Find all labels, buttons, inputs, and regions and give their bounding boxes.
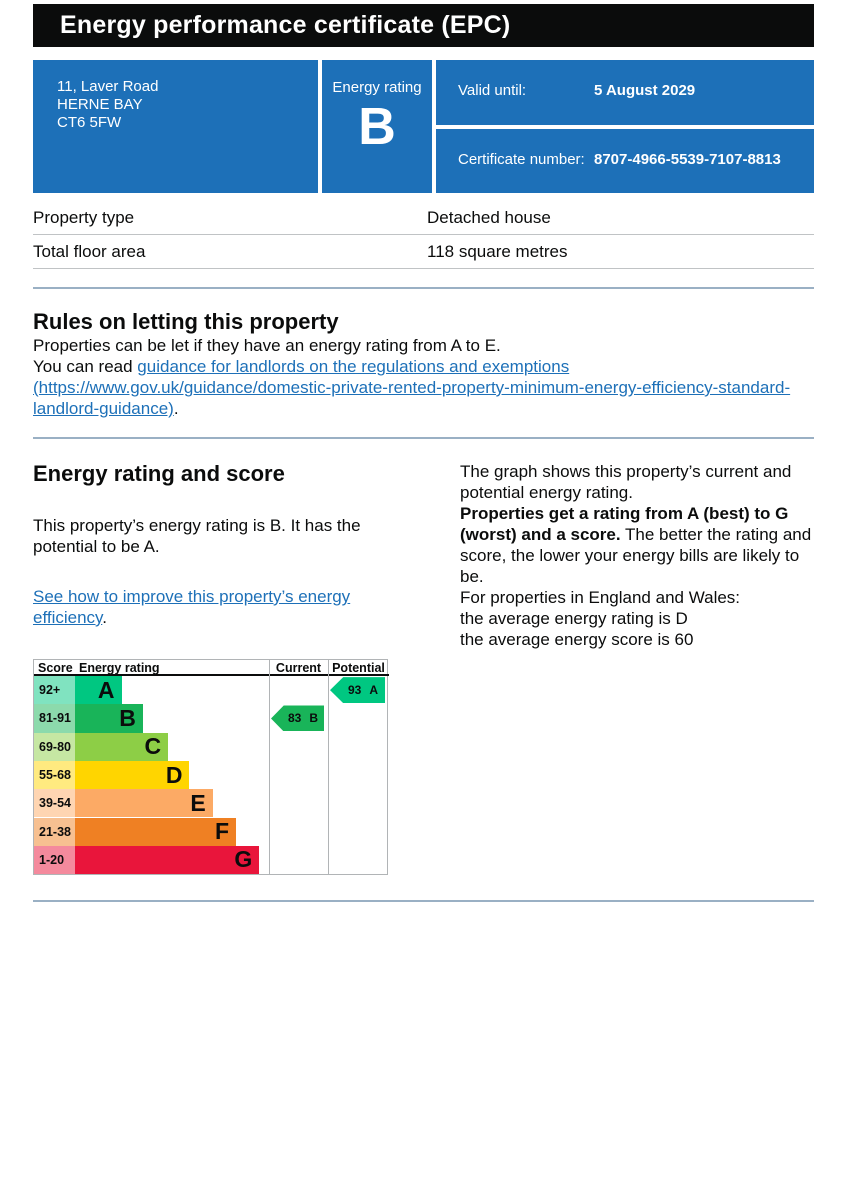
chart-header-potential: Potential [328,660,389,676]
rating-heading: Energy rating and score [33,461,285,486]
certificate-number-label: Certificate number: [458,150,585,168]
property-facts-table: Property type Detached house Total floor… [33,201,814,269]
band-bar-d: D [75,760,190,790]
landlord-guidance-link[interactable]: guidance for landlords on the regulation… [33,357,791,418]
chart-column-divider [269,660,270,874]
chart-header-rating: Energy rating [75,660,269,676]
floor-area-label: Total floor area [33,242,146,261]
address-line-1: 11, Laver Road [57,78,159,95]
band-bar-c: C [75,732,169,761]
guidance-prefix: You can read [33,357,138,376]
valid-until-value: 5 August 2029 [594,82,696,99]
valid-until-label: Valid until: [458,82,527,99]
certificate-number-value: 8707-4966-5539-7107-8813 [594,150,781,168]
section-divider [33,900,814,902]
band-score-g: 1-20 [34,845,75,875]
band-bar-f: F [75,817,237,846]
valid-until-row: Valid until: 5 August 2029 [436,60,814,125]
average-rating-line: the average energy rating is D [460,609,688,628]
band-score-b: 81-91 [34,704,75,733]
rules-section: Rules on letting this property Propertie… [33,309,814,419]
summary-panel: 11, Laver Road HERNE BAY CT6 5FW Energy … [33,60,814,193]
certificate-meta-panel: Valid until: 5 August 2029 Certificate n… [436,60,814,193]
table-row-floor-area: Total floor area 118 square metres [33,235,814,269]
energy-rating-section: Energy rating and score This property’s … [33,461,814,875]
rating-explanation-rest: The better the rating and score, the low… [460,525,812,586]
chart-header-current: Current [269,660,328,676]
band-score-d: 55-68 [34,760,75,790]
band-score-f: 21-38 [34,817,75,846]
property-type-label: Property type [33,208,135,227]
page-title-bar: Energy performance certificate (EPC) [33,4,814,47]
chart-header-score: Score [34,660,75,676]
graph-description: The graph shows this property’s current … [460,462,792,502]
energy-rating-label: Energy rating [332,79,422,96]
rating-right-column: The graph shows this property’s current … [460,461,814,875]
epc-rating-chart: Score Energy rating Current Potential 92+ A 81… [33,659,389,875]
address-line-3: CT6 5FW [57,114,122,131]
improve-suffix: . [102,608,108,627]
floor-area-value: 118 square metres [427,242,568,261]
table-row-property-type: Property type Detached house [33,201,814,235]
certificate-number-row: Certificate number: 8707-4966-5539-7107-… [436,128,814,193]
rules-heading: Rules on letting this property [33,309,339,334]
band-bar-e: E [75,789,213,818]
improve-efficiency-link[interactable]: See how to improve this property’s energ… [33,587,351,627]
england-wales-line: For properties in England and Wales: [460,588,741,607]
band-bar-a: A [75,676,122,705]
rules-paragraph: Properties can be let if they have an en… [33,336,501,355]
current-rating-arrow: 83 B [271,705,324,732]
average-score-line: the average energy score is 60 [460,630,694,649]
rating-explanation: Properties get a rating from A (best) to… [460,503,814,587]
potential-rating-arrow: 93 A [330,677,385,704]
property-type-value: Detached house [427,208,551,227]
chart-column-divider [328,660,329,874]
guidance-suffix: . [173,399,179,418]
section-divider [33,287,814,289]
address-line-2: HERNE BAY [57,96,143,113]
bottom-whitespace [33,902,814,1137]
guidance-paragraph: You can read guidance for landlords on t… [33,356,814,419]
band-score-a: 92+ [34,676,75,705]
band-score-c: 69-80 [34,732,75,761]
band-bar-g: G [75,845,260,875]
band-score-e: 39-54 [34,789,75,818]
rating-explanation-bold: Properties get a rating from A (best) to… [460,504,789,544]
property-address: 11, Laver Road HERNE BAY CT6 5FW [33,60,318,193]
improve-paragraph: See how to improve this property’s energ… [33,586,427,628]
band-bar-b: B [75,704,143,733]
energy-rating-value: B [358,98,396,156]
section-divider [33,437,814,439]
page-title: Energy performance certificate (EPC) [60,11,511,39]
rating-left-column: Energy rating and score This property’s … [33,461,427,875]
rating-intro: This property’s energy rating is B. It h… [33,516,361,556]
average-stats: the average energy rating is D the averag… [460,608,814,650]
energy-rating-panel: Energy rating B [322,60,432,193]
